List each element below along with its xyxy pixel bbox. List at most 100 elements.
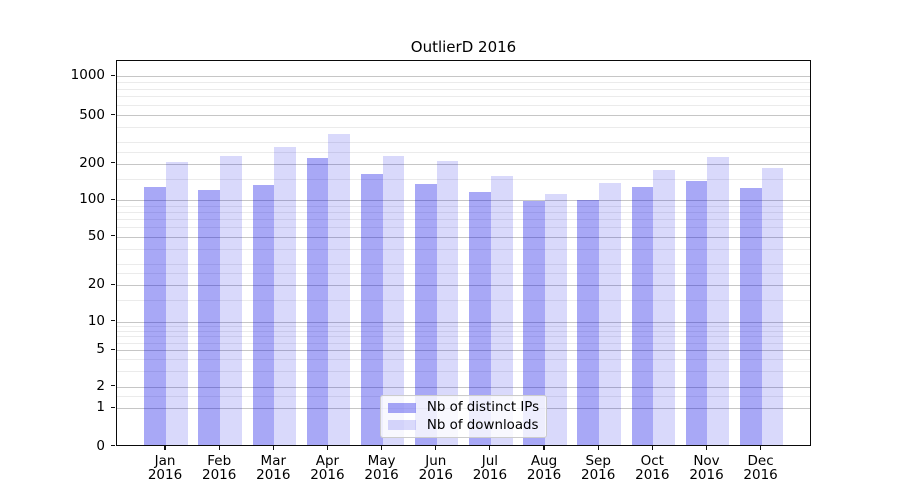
bar-downloads [599,182,621,445]
x-tick-label: Jun 2016 [418,453,453,483]
bar-downloads [707,156,730,445]
bar-downloads [761,168,784,445]
x-tick-label: May 2016 [364,453,399,483]
x-tick-mark [381,445,383,450]
y-tick-mark [111,198,116,200]
y-gridline-minor [116,96,810,98]
bar-downloads [490,176,513,445]
x-tick-label: Sep 2016 [581,453,616,483]
x-tick-mark [597,445,599,450]
y-gridline-minor [116,342,810,344]
y-tick-label: 100 [79,191,105,208]
bar-distinct-ips [252,185,275,445]
y-gridline-minor [116,127,810,129]
y-gridline-minor [116,205,810,207]
legend-label: Nb of downloads [426,417,539,433]
y-tick-mark [111,348,116,350]
y-tick-label: 10 [87,312,105,329]
y-gridline [116,115,810,117]
x-tick-label: Oct 2016 [635,453,670,483]
y-gridline-minor [116,326,810,328]
y-gridline-minor [116,178,810,180]
y-gridline [116,386,810,388]
y-gridline-minor [116,142,810,144]
x-tick-mark [435,445,437,450]
y-tick-mark [111,162,116,164]
x-tick-label: Apr 2016 [310,453,345,483]
y-tick-label: 200 [79,154,105,171]
x-tick-label: Jul 2016 [472,453,508,483]
y-gridline [116,163,810,165]
x-tick-mark [326,445,328,450]
y-gridline [116,285,810,287]
bar-distinct-ips [198,189,221,445]
bar-downloads [653,169,675,445]
bar-downloads [274,147,296,445]
bar-downloads [436,160,459,445]
y-gridline-minor [116,273,810,275]
y-gridline-minor [116,300,810,302]
x-tick-mark [760,445,762,450]
x-tick-mark [543,445,545,450]
bar-distinct-ips [523,201,546,445]
y-gridline-minor [116,219,810,221]
y-tick-mark [111,74,116,76]
y-gridline-minor [116,330,810,332]
bar-distinct-ips [685,180,708,445]
y-gridline [116,76,810,78]
x-tick-mark [164,445,166,450]
y-gridline-minor [116,370,810,372]
legend-label: Nb of distinct IPs [426,400,540,416]
y-tick-mark [111,283,116,285]
x-tick-label: Dec 2016 [743,453,778,483]
y-gridline-minor [116,359,810,361]
bar-downloads [545,194,567,445]
bar-distinct-ips [739,188,762,445]
y-gridline [116,350,810,352]
legend-swatch-distinct-ips [387,402,416,413]
x-tick-mark [705,445,708,450]
x-tick-label: Aug 2016 [526,453,562,483]
y-gridline-minor [116,88,810,90]
y-gridline-minor [116,248,810,250]
y-gridline [116,200,810,202]
y-gridline [116,236,810,238]
bar-distinct-ips [360,174,383,445]
y-tick-mark [111,113,116,116]
y-tick-mark [111,445,116,447]
x-tick-label: Jan 2016 [147,453,183,483]
y-tick-label: 1 [96,399,105,416]
y-tick-label: 0 [96,437,105,454]
y-tick-mark [111,320,116,322]
plot-area: Nb of distinct IPs Nb of downloads [115,60,811,446]
y-tick-mark [111,235,116,237]
x-tick-mark [272,445,274,450]
y-gridline-minor [116,263,810,265]
bar-distinct-ips [577,199,600,445]
x-tick-label: Feb 2016 [202,453,237,483]
x-tick-label: Nov 2016 [689,453,724,483]
chart-title: OutlierD 2016 [410,38,517,56]
y-gridline-minor [116,82,810,84]
y-tick-label: 50 [87,227,105,244]
legend: Nb of distinct IPs Nb of downloads [379,395,547,439]
y-gridline-minor [116,212,810,214]
y-tick-label: 1000 [70,67,105,84]
bar-distinct-ips [144,187,166,445]
x-tick-label: Mar 2016 [256,453,291,483]
bar-downloads [382,155,405,445]
bar-downloads [220,155,242,445]
bar-distinct-ips [469,192,491,445]
y-tick-label: 2 [96,377,105,394]
y-tick-mark [111,406,116,408]
bar-downloads [165,162,188,445]
y-gridline-minor [116,227,810,229]
y-tick-label: 500 [79,106,105,123]
y-gridline-minor [116,105,810,107]
legend-swatch-downloads [387,420,416,431]
x-tick-mark [651,445,653,450]
bar-downloads [328,134,351,445]
bar-distinct-ips [415,183,437,445]
y-gridline-minor [116,151,810,153]
